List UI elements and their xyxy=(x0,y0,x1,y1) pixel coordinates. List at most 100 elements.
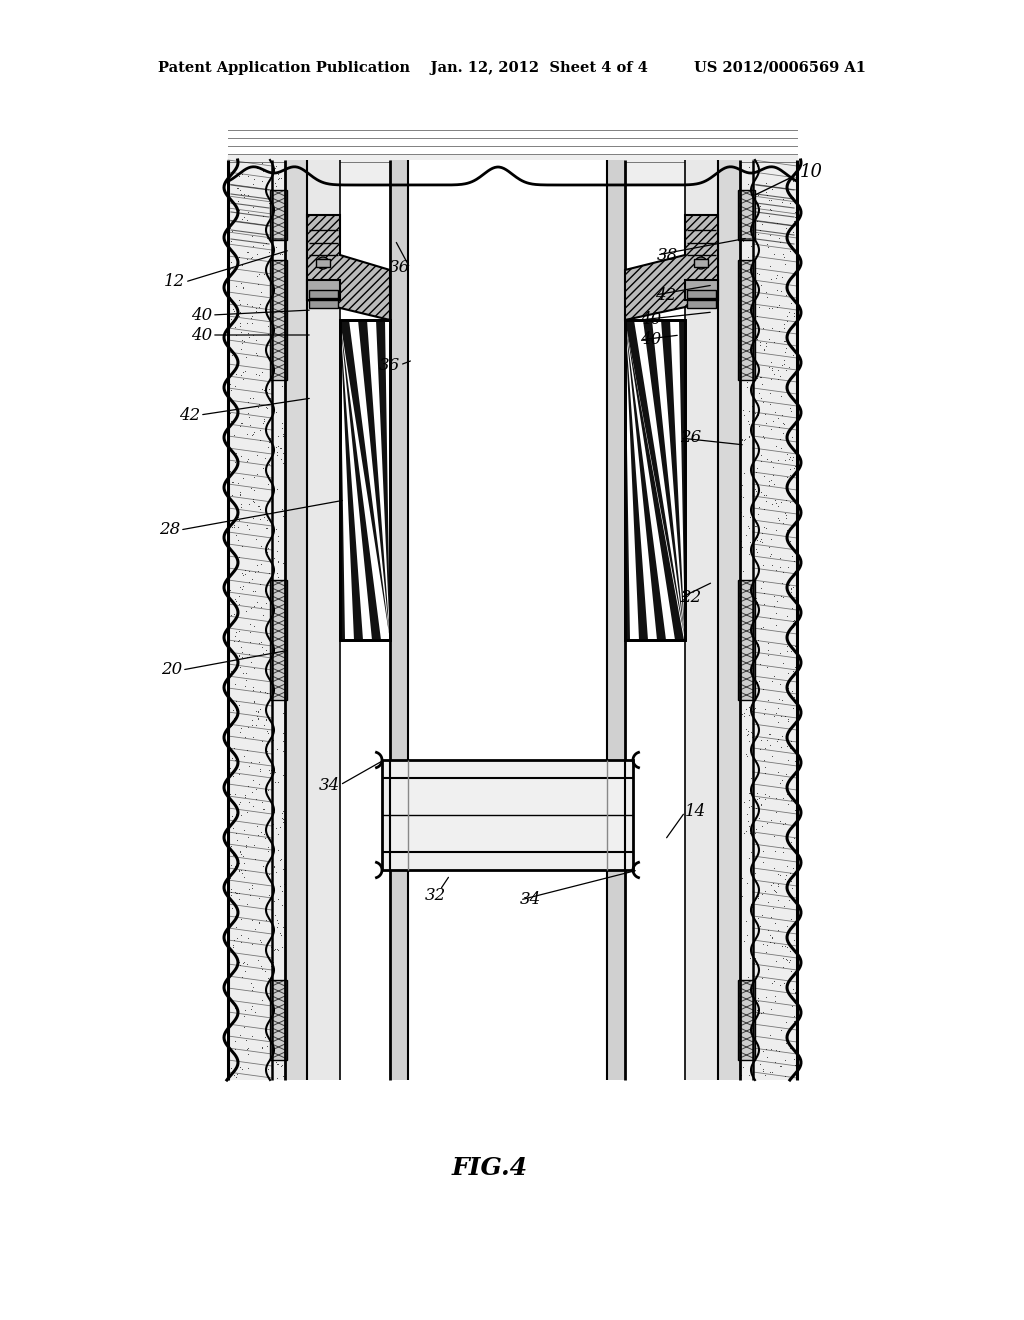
Point xyxy=(768,882,784,903)
Point xyxy=(750,263,766,284)
Point xyxy=(233,642,250,663)
Point xyxy=(738,371,755,392)
Bar xyxy=(738,190,755,240)
Point xyxy=(234,362,251,383)
Point xyxy=(733,590,750,611)
Point xyxy=(772,491,788,512)
Point xyxy=(751,264,767,285)
Point xyxy=(775,422,792,444)
Point xyxy=(239,801,255,822)
Point xyxy=(233,647,250,668)
Point xyxy=(785,1010,802,1031)
Point xyxy=(240,403,256,424)
Point xyxy=(760,920,776,941)
Polygon shape xyxy=(625,319,685,640)
Point xyxy=(786,202,803,223)
Point xyxy=(246,692,262,713)
Point xyxy=(778,466,795,487)
Text: 38: 38 xyxy=(657,247,678,264)
Point xyxy=(243,478,259,499)
Point xyxy=(249,591,265,612)
Point xyxy=(777,337,794,358)
Point xyxy=(754,214,770,235)
Point xyxy=(266,857,283,878)
Point xyxy=(752,331,768,352)
Point xyxy=(740,789,757,810)
Point xyxy=(232,717,249,738)
Point xyxy=(249,158,265,180)
Point xyxy=(759,812,775,833)
Point xyxy=(274,689,291,710)
Point xyxy=(262,612,279,634)
Point xyxy=(764,356,780,378)
Point xyxy=(742,767,759,788)
Point xyxy=(231,841,248,862)
Point xyxy=(758,413,774,434)
Point xyxy=(229,178,246,199)
Point xyxy=(246,491,262,512)
Bar xyxy=(307,160,340,1080)
Point xyxy=(261,664,278,685)
Point xyxy=(241,572,257,593)
Point xyxy=(764,671,780,692)
Point xyxy=(274,627,291,648)
Point xyxy=(258,1036,274,1057)
Point xyxy=(233,496,250,517)
Point xyxy=(259,722,275,743)
Point xyxy=(743,743,760,764)
Point xyxy=(779,931,796,952)
Point xyxy=(266,855,283,876)
Point xyxy=(780,793,797,814)
Point xyxy=(233,330,250,351)
Point xyxy=(753,275,769,296)
Point xyxy=(268,176,285,197)
Point xyxy=(227,906,244,927)
Point xyxy=(765,879,781,900)
Point xyxy=(245,488,261,510)
Point xyxy=(255,855,271,876)
Point xyxy=(249,816,265,837)
Point xyxy=(257,447,273,469)
Point xyxy=(736,702,753,723)
Point xyxy=(741,426,758,447)
Point xyxy=(232,338,249,359)
Point xyxy=(239,513,255,535)
Point xyxy=(274,880,291,902)
Bar xyxy=(340,319,390,640)
Point xyxy=(783,238,800,259)
Point xyxy=(733,231,750,252)
Point xyxy=(259,721,275,742)
Point xyxy=(777,1049,794,1071)
Point xyxy=(255,799,271,820)
Point xyxy=(748,478,764,499)
Point xyxy=(262,428,279,449)
Point xyxy=(761,356,777,378)
Point xyxy=(769,297,785,318)
Point xyxy=(739,264,756,285)
Polygon shape xyxy=(340,319,345,640)
Point xyxy=(775,413,792,434)
Point xyxy=(275,1016,292,1038)
Point xyxy=(233,1059,250,1080)
Point xyxy=(774,512,791,533)
Point xyxy=(269,840,286,861)
Point xyxy=(738,744,755,766)
Point xyxy=(229,352,246,374)
Point xyxy=(237,564,253,585)
Point xyxy=(274,348,291,370)
Point xyxy=(773,385,790,407)
Polygon shape xyxy=(625,319,685,640)
Point xyxy=(786,207,803,228)
Point xyxy=(753,795,769,816)
Point xyxy=(781,465,798,486)
Point xyxy=(270,164,287,185)
Bar xyxy=(340,319,390,640)
Point xyxy=(743,896,760,917)
Point xyxy=(752,367,768,388)
Point xyxy=(271,849,288,870)
Point xyxy=(738,578,755,599)
Point xyxy=(222,715,239,737)
Point xyxy=(251,913,267,935)
Point xyxy=(272,437,289,458)
Point xyxy=(774,405,791,426)
